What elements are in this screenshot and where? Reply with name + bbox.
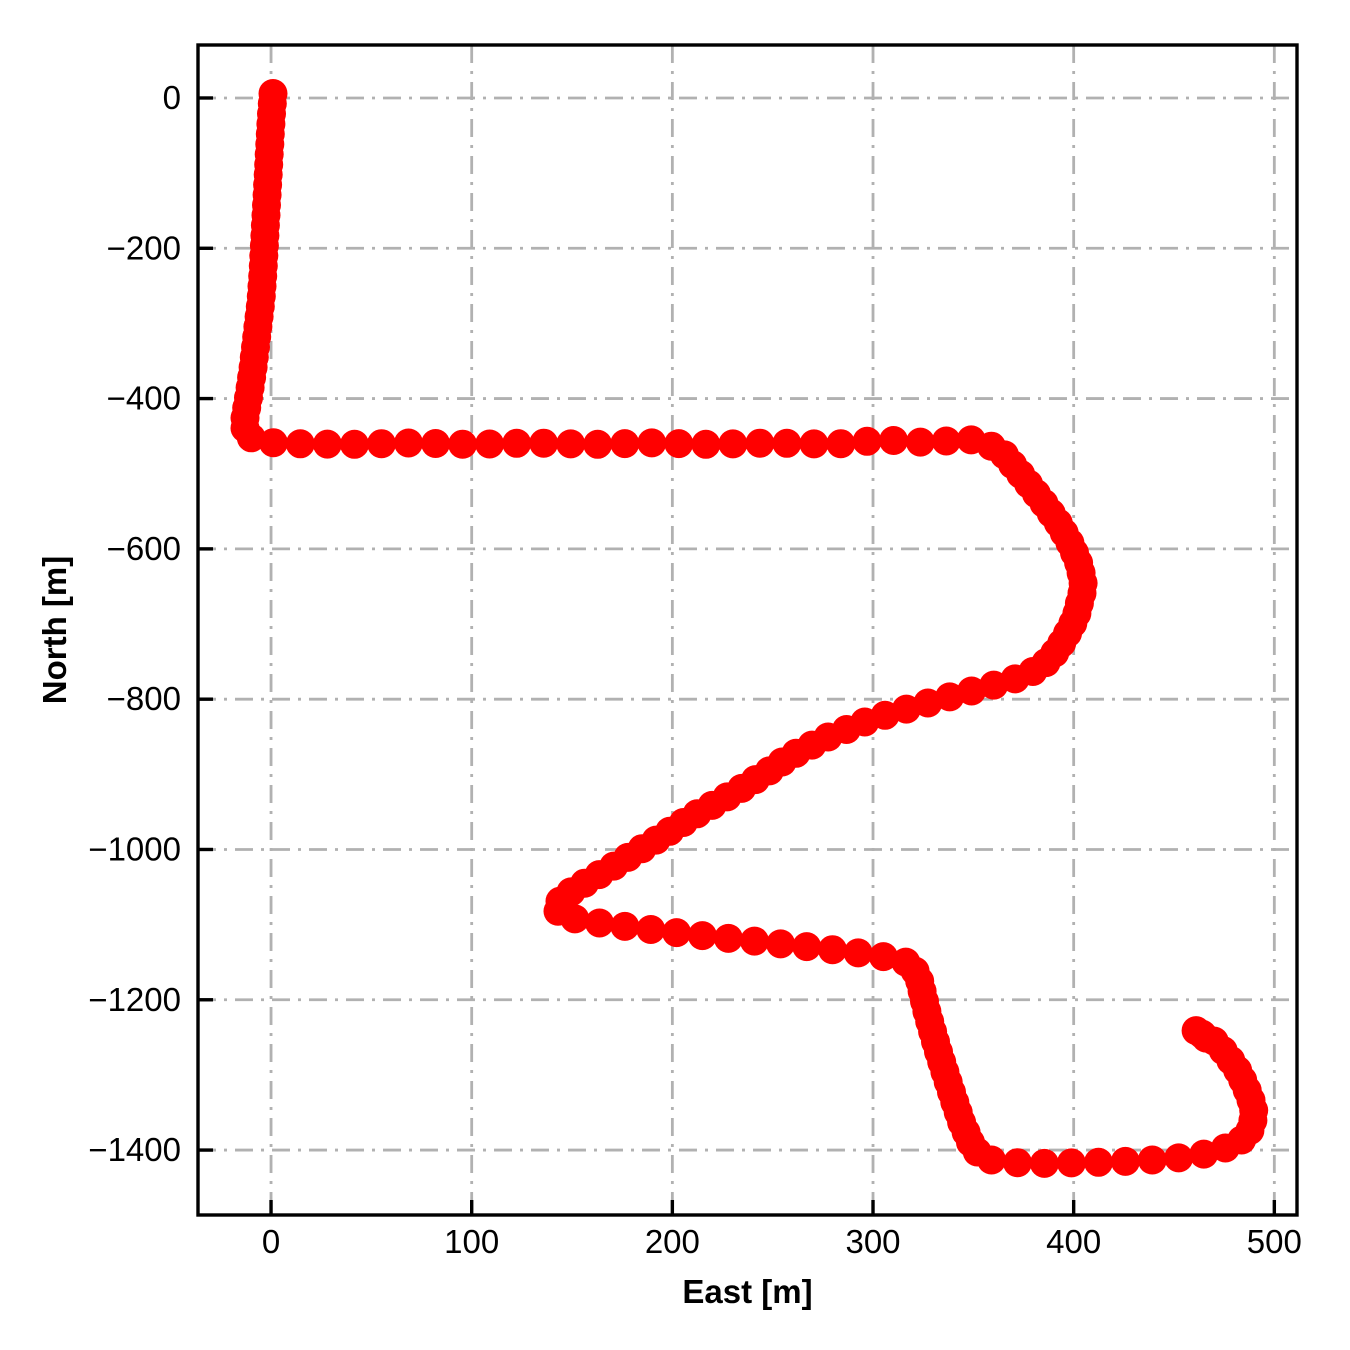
y-tick-label: −1200 — [88, 981, 181, 1018]
trajectory-dot — [502, 428, 532, 458]
grid-lines — [198, 45, 1297, 1215]
trajectory-dot — [979, 670, 1009, 700]
trajectory-dot — [818, 935, 847, 965]
trajectory-dot — [583, 429, 613, 459]
trajectory-dot — [421, 429, 451, 458]
trajectory-dot — [772, 428, 802, 458]
trajectory-dot — [826, 429, 856, 459]
trajectory-dot — [1137, 1145, 1167, 1175]
y-axis-label: North [m] — [36, 556, 73, 704]
y-tick-label: −600 — [107, 530, 181, 567]
trajectory-dot — [766, 929, 796, 959]
trajectory-dot — [687, 921, 717, 951]
trajectory-dot — [610, 911, 640, 941]
trajectory-series — [230, 79, 1269, 1178]
x-axis-label: East [m] — [682, 1273, 812, 1310]
tick-labels: 0 100 200 300 400 500 0 −200 −400 −600 −800 −1000 −1… — [88, 79, 1302, 1260]
x-tick-label: 200 — [645, 1223, 700, 1260]
trajectory-dot — [718, 429, 748, 459]
trajectory-dot — [691, 429, 721, 459]
trajectory-dot — [636, 915, 666, 944]
y-tick-label: −1400 — [88, 1131, 181, 1168]
plot-border — [196, 43, 1299, 1217]
trajectory-dot — [740, 926, 769, 956]
trajectory-dot — [1084, 1147, 1113, 1177]
trajectory-dot — [1056, 1148, 1086, 1178]
trajectory-dot — [935, 682, 965, 712]
trajectory-dot — [367, 429, 396, 459]
trajectory-dot — [1110, 1146, 1140, 1176]
trajectory-dot — [977, 1145, 1006, 1175]
y-tick-label: −1000 — [88, 830, 181, 867]
trajectory-dot — [664, 429, 694, 459]
trajectory-dot — [713, 923, 743, 953]
x-tick-label: 500 — [1247, 1223, 1302, 1260]
y-tick-label: 0 — [163, 79, 181, 116]
trajectory-dot — [529, 428, 559, 458]
x-tick-label: 0 — [262, 1223, 280, 1260]
trajectory-dot — [745, 428, 775, 458]
axes-spines — [196, 43, 1299, 1217]
trajectory-dot — [258, 428, 288, 458]
trajectory-dot — [1003, 1148, 1032, 1178]
trajectory-dot — [868, 942, 898, 972]
x-tick-label: 100 — [444, 1223, 499, 1260]
x-tick-label: 300 — [845, 1223, 900, 1260]
trajectory-dot — [637, 428, 667, 458]
trajectory-dot — [312, 429, 342, 459]
trajectory-dot — [931, 426, 961, 456]
trajectory-dot — [843, 938, 873, 968]
trajectory-dot — [792, 932, 822, 962]
x-tick-label: 400 — [1046, 1223, 1101, 1260]
y-tick-label: −800 — [107, 680, 181, 717]
trajectory-dot — [448, 429, 478, 459]
trajectory-dot — [879, 426, 909, 455]
trajectory-dot — [285, 429, 315, 459]
trajectory-dot — [799, 429, 829, 459]
trajectory-dot — [394, 428, 423, 458]
trajectory-dot — [1187, 1019, 1217, 1049]
trajectory-dot — [852, 426, 882, 456]
trajectory-dot — [585, 908, 614, 938]
axis-ticks — [198, 96, 1277, 1215]
trajectory-dot — [1164, 1143, 1194, 1173]
trajectory-dot — [1029, 1148, 1059, 1178]
trajectory-dot — [560, 904, 590, 934]
trajectory-dot — [236, 423, 266, 453]
trajectory-dot — [556, 429, 586, 459]
trajectory-dot — [957, 676, 987, 706]
y-tick-label: −400 — [107, 380, 181, 417]
trajectory-dot — [610, 429, 640, 459]
trajectory-dot — [905, 427, 935, 457]
y-tick-label: −200 — [107, 229, 181, 266]
trajectory-dot — [662, 918, 692, 948]
trajectory-dot — [340, 429, 369, 459]
trajectory-dot — [475, 429, 505, 459]
